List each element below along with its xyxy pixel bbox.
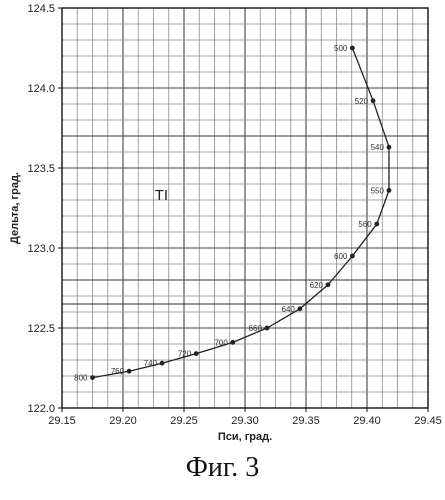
data-point-label: 760 [111, 367, 125, 376]
x-tick-label: 29.40 [353, 415, 381, 427]
x-tick-label: 29.25 [170, 415, 198, 427]
data-point-label: 720 [178, 350, 192, 359]
y-tick-label: 124.0 [27, 83, 55, 95]
x-tick-label: 29.20 [109, 415, 137, 427]
data-point-label: 500 [334, 44, 348, 53]
x-tick-label: 29.15 [48, 415, 76, 427]
x-tick-label: 29.30 [231, 415, 259, 427]
data-point-label: 660 [249, 324, 263, 333]
data-point [298, 306, 303, 311]
data-point [350, 46, 355, 51]
data-point [371, 98, 376, 103]
x-axis-ticks: 29.15 29.20 29.25 29.30 29.35 29.40 29.45 [48, 408, 442, 427]
point-labels: 500 520 540 550 560 600 620 640 660 700 720 740 760 8… [74, 44, 384, 383]
grid [62, 8, 428, 408]
data-point-label: 600 [334, 252, 348, 261]
data-point-label: 520 [355, 97, 369, 106]
data-point-label: 800 [74, 374, 88, 383]
data-point [265, 326, 270, 331]
data-point-label: 550 [371, 186, 385, 195]
series-markers [90, 46, 391, 380]
data-point-label: 700 [214, 338, 228, 347]
data-point-label: 640 [282, 305, 296, 314]
data-point [326, 282, 331, 287]
data-point [230, 340, 235, 345]
y-tick-label: 124.5 [27, 3, 55, 15]
data-point [374, 222, 379, 227]
y-tick-label: 123.5 [27, 163, 55, 175]
x-tick-label: 29.45 [414, 415, 442, 427]
data-point [90, 375, 95, 380]
x-tick-label: 29.35 [292, 415, 320, 427]
y-axis-title: Дельта, град. [9, 172, 21, 244]
data-point [350, 254, 355, 259]
y-tick-label: 123.0 [27, 243, 55, 255]
x-axis-title: Пси, град. [218, 431, 272, 443]
y-axis-ticks: 122.0 122.5 123.0 123.5 124.0 124.5 [27, 3, 62, 415]
chart: 29.15 29.20 29.25 29.30 29.35 29.40 29.45 122.… [0, 0, 445, 445]
y-tick-label: 122.5 [27, 323, 55, 335]
data-point [387, 188, 392, 193]
annotation-label: TI [155, 187, 168, 204]
data-point [387, 145, 392, 150]
y-tick-label: 122.0 [27, 403, 55, 415]
figure-caption: Фиг. 3 [0, 452, 445, 484]
data-point [160, 361, 165, 366]
data-point [194, 351, 199, 356]
data-point-label: 540 [371, 143, 385, 152]
data-point [127, 369, 132, 374]
data-point-label: 740 [144, 359, 158, 368]
data-point-label: 620 [310, 281, 324, 290]
data-point-label: 560 [358, 220, 372, 229]
